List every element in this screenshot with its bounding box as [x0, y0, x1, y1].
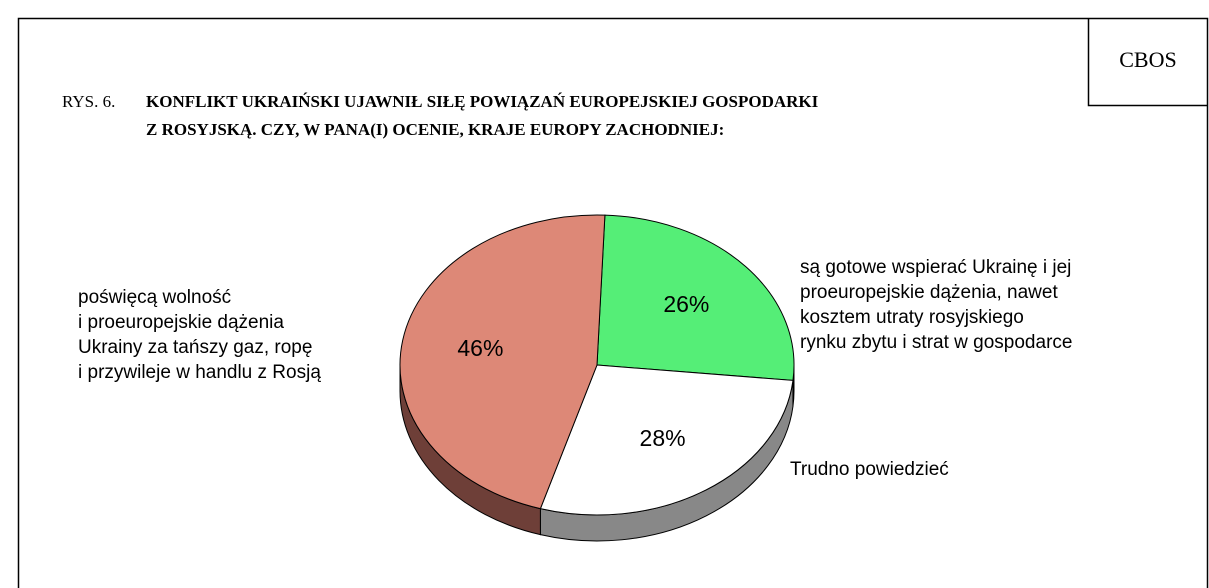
source: CBOS [1119, 47, 1176, 72]
value-label: 46% [457, 335, 503, 361]
category-label: Ukrainy za tańszy gaz, ropę [78, 337, 312, 358]
title-prefix: RYS. 6. [62, 92, 115, 111]
pie-slice [539, 364, 794, 516]
chart-title: KONFLIKT UKRAIŃSKI UJAWNIŁ SIŁĘ POWIĄZAŃ… [146, 92, 819, 111]
category-label: i przywileje w handlu z Rosją [78, 362, 321, 383]
chart-title: Z ROSYJSKĄ. CZY, W PANA(I) OCENIE, KRAJE… [146, 120, 724, 139]
category-label: proeuropejskie dążenia, nawet [800, 282, 1058, 303]
category-label: rynku zbytu i strat w gospodarce [800, 332, 1072, 353]
category-label: Trudno powiedzieć [790, 459, 949, 480]
category-label: poświęcą wolność [78, 287, 231, 308]
pie-slice [399, 214, 606, 510]
pie-slice [596, 214, 795, 381]
category-label: są gotowe wspierać Ukrainę i jej [800, 257, 1071, 278]
source-box [1087, 18, 1208, 107]
value-label: 26% [663, 291, 709, 317]
value-label: 28% [640, 425, 686, 451]
frame [17, 17, 1209, 588]
category-label: kosztem utraty rosyjskiego [800, 307, 1024, 328]
category-label: i proeuropejskie dążenia [78, 312, 284, 333]
